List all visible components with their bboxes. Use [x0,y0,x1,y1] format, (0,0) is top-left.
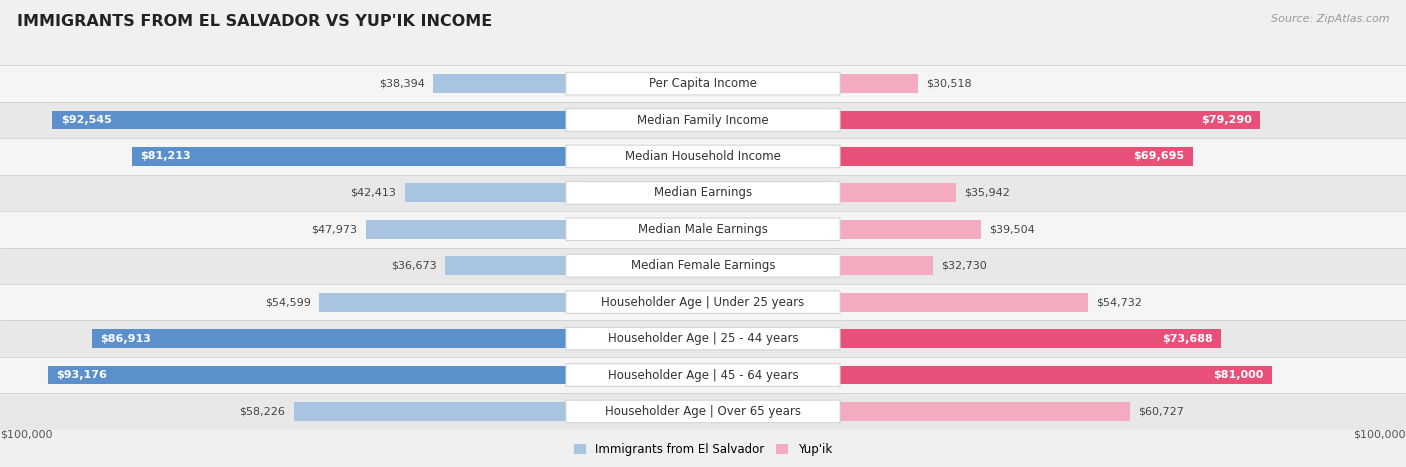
Bar [132,147,703,166]
FancyBboxPatch shape [565,182,841,204]
Text: $32,730: $32,730 [942,261,987,271]
Text: $36,673: $36,673 [391,261,437,271]
Bar [405,184,703,202]
Text: Householder Age | Under 25 years: Householder Age | Under 25 years [602,296,804,309]
Text: $38,394: $38,394 [378,78,425,89]
Text: $60,727: $60,727 [1139,406,1184,417]
FancyBboxPatch shape [565,145,841,168]
Bar [703,256,934,275]
Text: $69,695: $69,695 [1133,151,1184,162]
Text: $47,973: $47,973 [311,224,357,234]
Text: $79,290: $79,290 [1201,115,1251,125]
FancyBboxPatch shape [565,218,841,241]
Bar [703,111,1260,129]
Text: $86,913: $86,913 [100,333,152,344]
Bar [48,366,703,384]
Text: Median Male Earnings: Median Male Earnings [638,223,768,236]
Text: Per Capita Income: Per Capita Income [650,77,756,90]
Text: $81,213: $81,213 [141,151,191,162]
Text: $93,176: $93,176 [56,370,107,380]
Bar [0,175,1406,211]
Bar [0,211,1406,248]
Text: $92,545: $92,545 [60,115,111,125]
Bar [433,74,703,93]
FancyBboxPatch shape [565,364,841,386]
Text: $100,000: $100,000 [0,430,52,439]
Bar [366,220,703,239]
FancyBboxPatch shape [565,327,841,350]
Text: Median Household Income: Median Household Income [626,150,780,163]
Text: $100,000: $100,000 [1354,430,1406,439]
Text: $35,942: $35,942 [965,188,1010,198]
Bar [0,393,1406,430]
Bar [703,184,956,202]
Bar [0,138,1406,175]
Text: $42,413: $42,413 [350,188,396,198]
Bar [0,102,1406,138]
Text: Householder Age | 45 - 64 years: Householder Age | 45 - 64 years [607,368,799,382]
FancyBboxPatch shape [565,109,841,131]
Bar [703,147,1192,166]
Bar [0,284,1406,320]
Text: Householder Age | Over 65 years: Householder Age | Over 65 years [605,405,801,418]
Bar [703,402,1130,421]
Text: IMMIGRANTS FROM EL SALVADOR VS YUP'IK INCOME: IMMIGRANTS FROM EL SALVADOR VS YUP'IK IN… [17,14,492,29]
Bar [0,320,1406,357]
FancyBboxPatch shape [565,291,841,313]
FancyBboxPatch shape [565,400,841,423]
Text: Median Family Income: Median Family Income [637,113,769,127]
Legend: Immigrants from El Salvador, Yup'ik: Immigrants from El Salvador, Yup'ik [569,439,837,461]
Bar [703,220,981,239]
Bar [0,65,1406,102]
Bar [294,402,703,421]
Bar [52,111,703,129]
Text: $30,518: $30,518 [927,78,972,89]
Text: $73,688: $73,688 [1161,333,1212,344]
Bar [0,248,1406,284]
Bar [0,357,1406,393]
Bar [703,293,1088,311]
Text: Median Earnings: Median Earnings [654,186,752,199]
Bar [319,293,703,311]
Text: $39,504: $39,504 [990,224,1035,234]
Bar [703,366,1272,384]
Text: Householder Age | 25 - 44 years: Householder Age | 25 - 44 years [607,332,799,345]
FancyBboxPatch shape [565,72,841,95]
Text: $81,000: $81,000 [1213,370,1264,380]
Text: $54,732: $54,732 [1097,297,1142,307]
Bar [91,329,703,348]
FancyBboxPatch shape [565,255,841,277]
Text: $54,599: $54,599 [264,297,311,307]
Text: $58,226: $58,226 [239,406,285,417]
Text: Median Female Earnings: Median Female Earnings [631,259,775,272]
Bar [703,74,918,93]
Bar [446,256,703,275]
Bar [703,329,1220,348]
Text: Source: ZipAtlas.com: Source: ZipAtlas.com [1271,14,1389,24]
